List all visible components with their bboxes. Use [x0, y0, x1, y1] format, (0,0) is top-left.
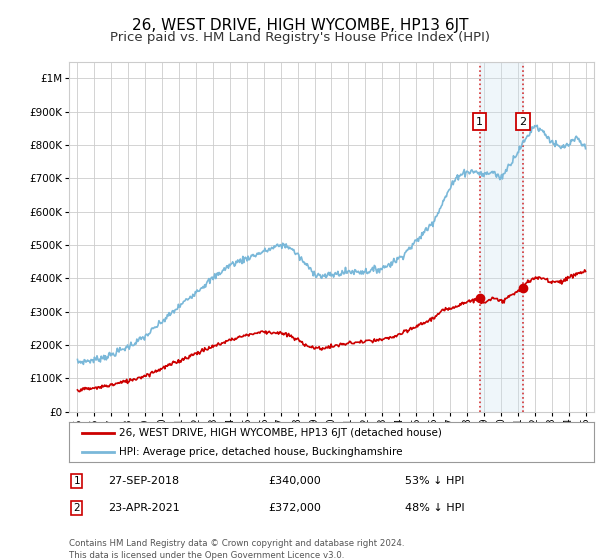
Text: £372,000: £372,000 — [269, 503, 322, 513]
Text: 2: 2 — [520, 116, 527, 127]
Text: HPI: Average price, detached house, Buckinghamshire: HPI: Average price, detached house, Buck… — [119, 447, 403, 457]
Text: 53% ↓ HPI: 53% ↓ HPI — [405, 476, 464, 486]
Text: 1: 1 — [74, 476, 80, 486]
Bar — [479, 62, 523, 412]
Text: 23-APR-2021: 23-APR-2021 — [109, 503, 180, 513]
Text: 26, WEST DRIVE, HIGH WYCOMBE, HP13 6JT (detached house): 26, WEST DRIVE, HIGH WYCOMBE, HP13 6JT (… — [119, 428, 442, 438]
Text: 48% ↓ HPI: 48% ↓ HPI — [405, 503, 464, 513]
Text: £340,000: £340,000 — [269, 476, 321, 486]
Text: 1: 1 — [476, 116, 483, 127]
Text: 26, WEST DRIVE, HIGH WYCOMBE, HP13 6JT: 26, WEST DRIVE, HIGH WYCOMBE, HP13 6JT — [132, 18, 468, 33]
Text: Price paid vs. HM Land Registry's House Price Index (HPI): Price paid vs. HM Land Registry's House … — [110, 31, 490, 44]
Text: 2: 2 — [74, 503, 80, 513]
Text: Contains HM Land Registry data © Crown copyright and database right 2024.
This d: Contains HM Land Registry data © Crown c… — [69, 539, 404, 559]
Text: 27-SEP-2018: 27-SEP-2018 — [109, 476, 179, 486]
